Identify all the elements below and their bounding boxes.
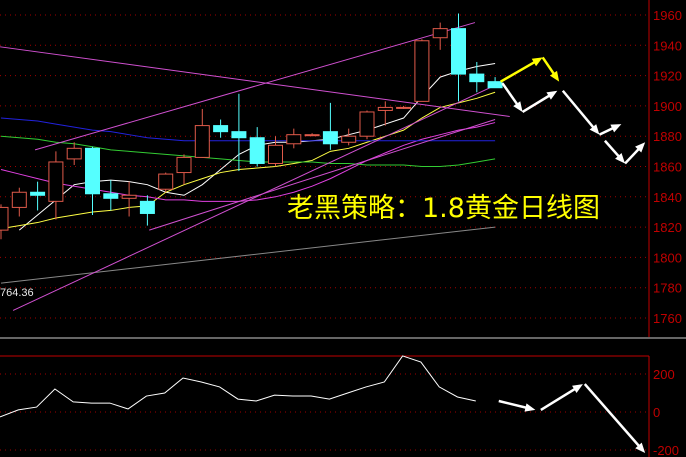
candle-down bbox=[103, 193, 119, 199]
trend-line bbox=[34, 22, 476, 151]
forecast-arrow-shaft bbox=[521, 92, 553, 114]
candle-down bbox=[451, 28, 466, 75]
candle-down bbox=[85, 147, 100, 195]
indicator-tick-label: -200 bbox=[653, 443, 679, 457]
trend-line bbox=[12, 85, 494, 311]
candle-up bbox=[341, 135, 357, 143]
candle-down bbox=[139, 200, 155, 214]
forecast-arrow-shaft bbox=[499, 59, 539, 83]
candle-up bbox=[48, 161, 64, 202]
candle-up bbox=[286, 134, 302, 145]
candle-up bbox=[176, 156, 192, 174]
indicator-tick-label: 200 bbox=[653, 367, 675, 382]
trend-line bbox=[0, 46, 510, 118]
oscillator-forecast-arrow-head bbox=[572, 384, 583, 394]
price-tick-label: 1800 bbox=[653, 250, 682, 265]
forecast-arrow-head bbox=[589, 124, 600, 135]
forecast-arrow-head bbox=[531, 57, 543, 67]
oscillator-forecast-arrow-shaft bbox=[540, 386, 579, 411]
forecast-arrow-head bbox=[549, 70, 560, 82]
forecast-arrow-shaft bbox=[501, 82, 521, 108]
candle-up bbox=[396, 106, 412, 109]
candle-up bbox=[414, 40, 430, 102]
moving-average-line-5 bbox=[0, 226, 496, 284]
forecast-arrow-shaft bbox=[561, 89, 597, 131]
oscillator-forecast-arrow-head bbox=[635, 442, 646, 454]
forecast-arrow-head bbox=[615, 153, 626, 164]
candle-down bbox=[249, 137, 265, 164]
price-tick-label: 1920 bbox=[653, 69, 682, 84]
candle-up bbox=[121, 194, 137, 199]
candle-down bbox=[213, 125, 229, 133]
candle-up bbox=[432, 28, 448, 39]
oscillator-forecast-arrow-head bbox=[524, 403, 536, 412]
chart-title: 老黑策略：1.8黄金日线图 bbox=[287, 193, 600, 224]
trend-line-start-label: 764.36 bbox=[0, 287, 34, 299]
indicator-tick-label: 0 bbox=[653, 405, 660, 420]
candle-up bbox=[268, 144, 283, 164]
candle-up bbox=[304, 134, 320, 137]
forecast-arrow-head bbox=[513, 101, 523, 112]
candle-up bbox=[66, 147, 82, 160]
price-tick-label: 1900 bbox=[653, 99, 682, 114]
price-tick-label: 1780 bbox=[653, 281, 682, 296]
candle-up bbox=[158, 173, 174, 190]
oscillator-forecast-arrow-shaft bbox=[498, 399, 530, 410]
forecast-arrow-head bbox=[635, 142, 646, 153]
candle-down bbox=[30, 191, 46, 196]
price-tick-label: 1760 bbox=[653, 311, 682, 326]
oscillator-forecast-arrow-shaft bbox=[583, 383, 643, 450]
candle-down bbox=[469, 73, 485, 83]
moving-average-line-3 bbox=[0, 135, 496, 167]
forecast-arrow-head bbox=[546, 90, 558, 100]
oscillator-line bbox=[0, 355, 476, 418]
candle-down bbox=[322, 131, 338, 145]
price-tick-label: 1960 bbox=[653, 8, 682, 23]
candle-down bbox=[231, 131, 247, 139]
moving-average-line-4 bbox=[0, 117, 496, 142]
candle-up bbox=[11, 191, 27, 208]
forecast-arrow-head bbox=[610, 124, 622, 133]
price-tick-label: 1880 bbox=[653, 129, 682, 144]
trend-line bbox=[149, 119, 496, 231]
price-tick-label: 1860 bbox=[653, 160, 682, 175]
candle-up bbox=[377, 106, 393, 111]
price-tick-label: 1840 bbox=[653, 190, 682, 205]
price-tick-label: 1820 bbox=[653, 220, 682, 235]
candle-down bbox=[487, 81, 503, 89]
candle-up bbox=[359, 111, 375, 137]
candle-up bbox=[194, 125, 210, 158]
price-tick-label: 1940 bbox=[653, 38, 682, 53]
candle-up bbox=[0, 206, 9, 231]
